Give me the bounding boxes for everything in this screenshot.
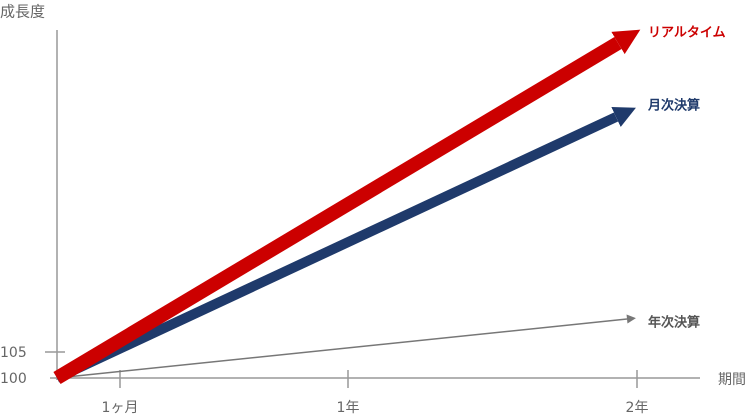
y-tick-label: 105	[0, 345, 27, 361]
x-axis-title: 期間	[718, 372, 746, 388]
x-tick-label: 1年	[337, 400, 360, 416]
x-tick-label: 1ヶ月	[102, 400, 139, 416]
axes	[45, 30, 700, 388]
arrow-monthly	[54, 107, 636, 383]
arrow-annual	[56, 314, 636, 379]
series-label: 年次決算	[648, 315, 700, 331]
y-tick-label: 100	[0, 371, 27, 387]
arrow-realtime	[53, 29, 641, 385]
series-label: 月次決算	[647, 98, 700, 114]
series-label: リアルタイム	[648, 26, 726, 41]
y-axis-title: 成長度	[0, 3, 45, 21]
x-tick-label: 2年	[626, 400, 649, 416]
